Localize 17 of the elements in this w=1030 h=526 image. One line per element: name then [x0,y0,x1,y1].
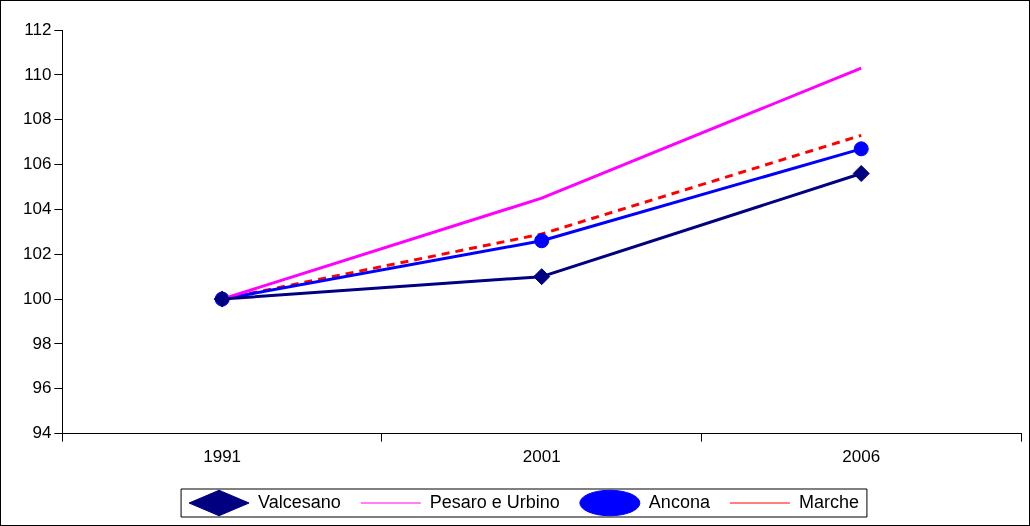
y-tick-label: 100 [22,288,52,308]
x-tick-label: 1991 [203,447,242,467]
x-tick-label: 2001 [522,447,561,467]
legend-label: Marche [798,491,859,512]
x-tick-label: 2006 [842,447,881,467]
y-tick-label: 110 [24,64,52,84]
y-tick-label: 112 [24,19,52,39]
y-tick-label: 106 [22,154,52,174]
y-tick-label: 102 [22,243,52,263]
y-tick-label: 96 [32,378,52,398]
legend-label: Pesaro e Urbino [429,491,560,512]
legend-label: Valcesano [258,491,341,512]
y-tick-label: 98 [32,333,52,353]
y-tick-label: 94 [32,423,52,443]
y-tick-label: 108 [22,109,52,129]
legend-label: Ancona [648,491,711,512]
y-tick-label: 104 [22,199,52,219]
